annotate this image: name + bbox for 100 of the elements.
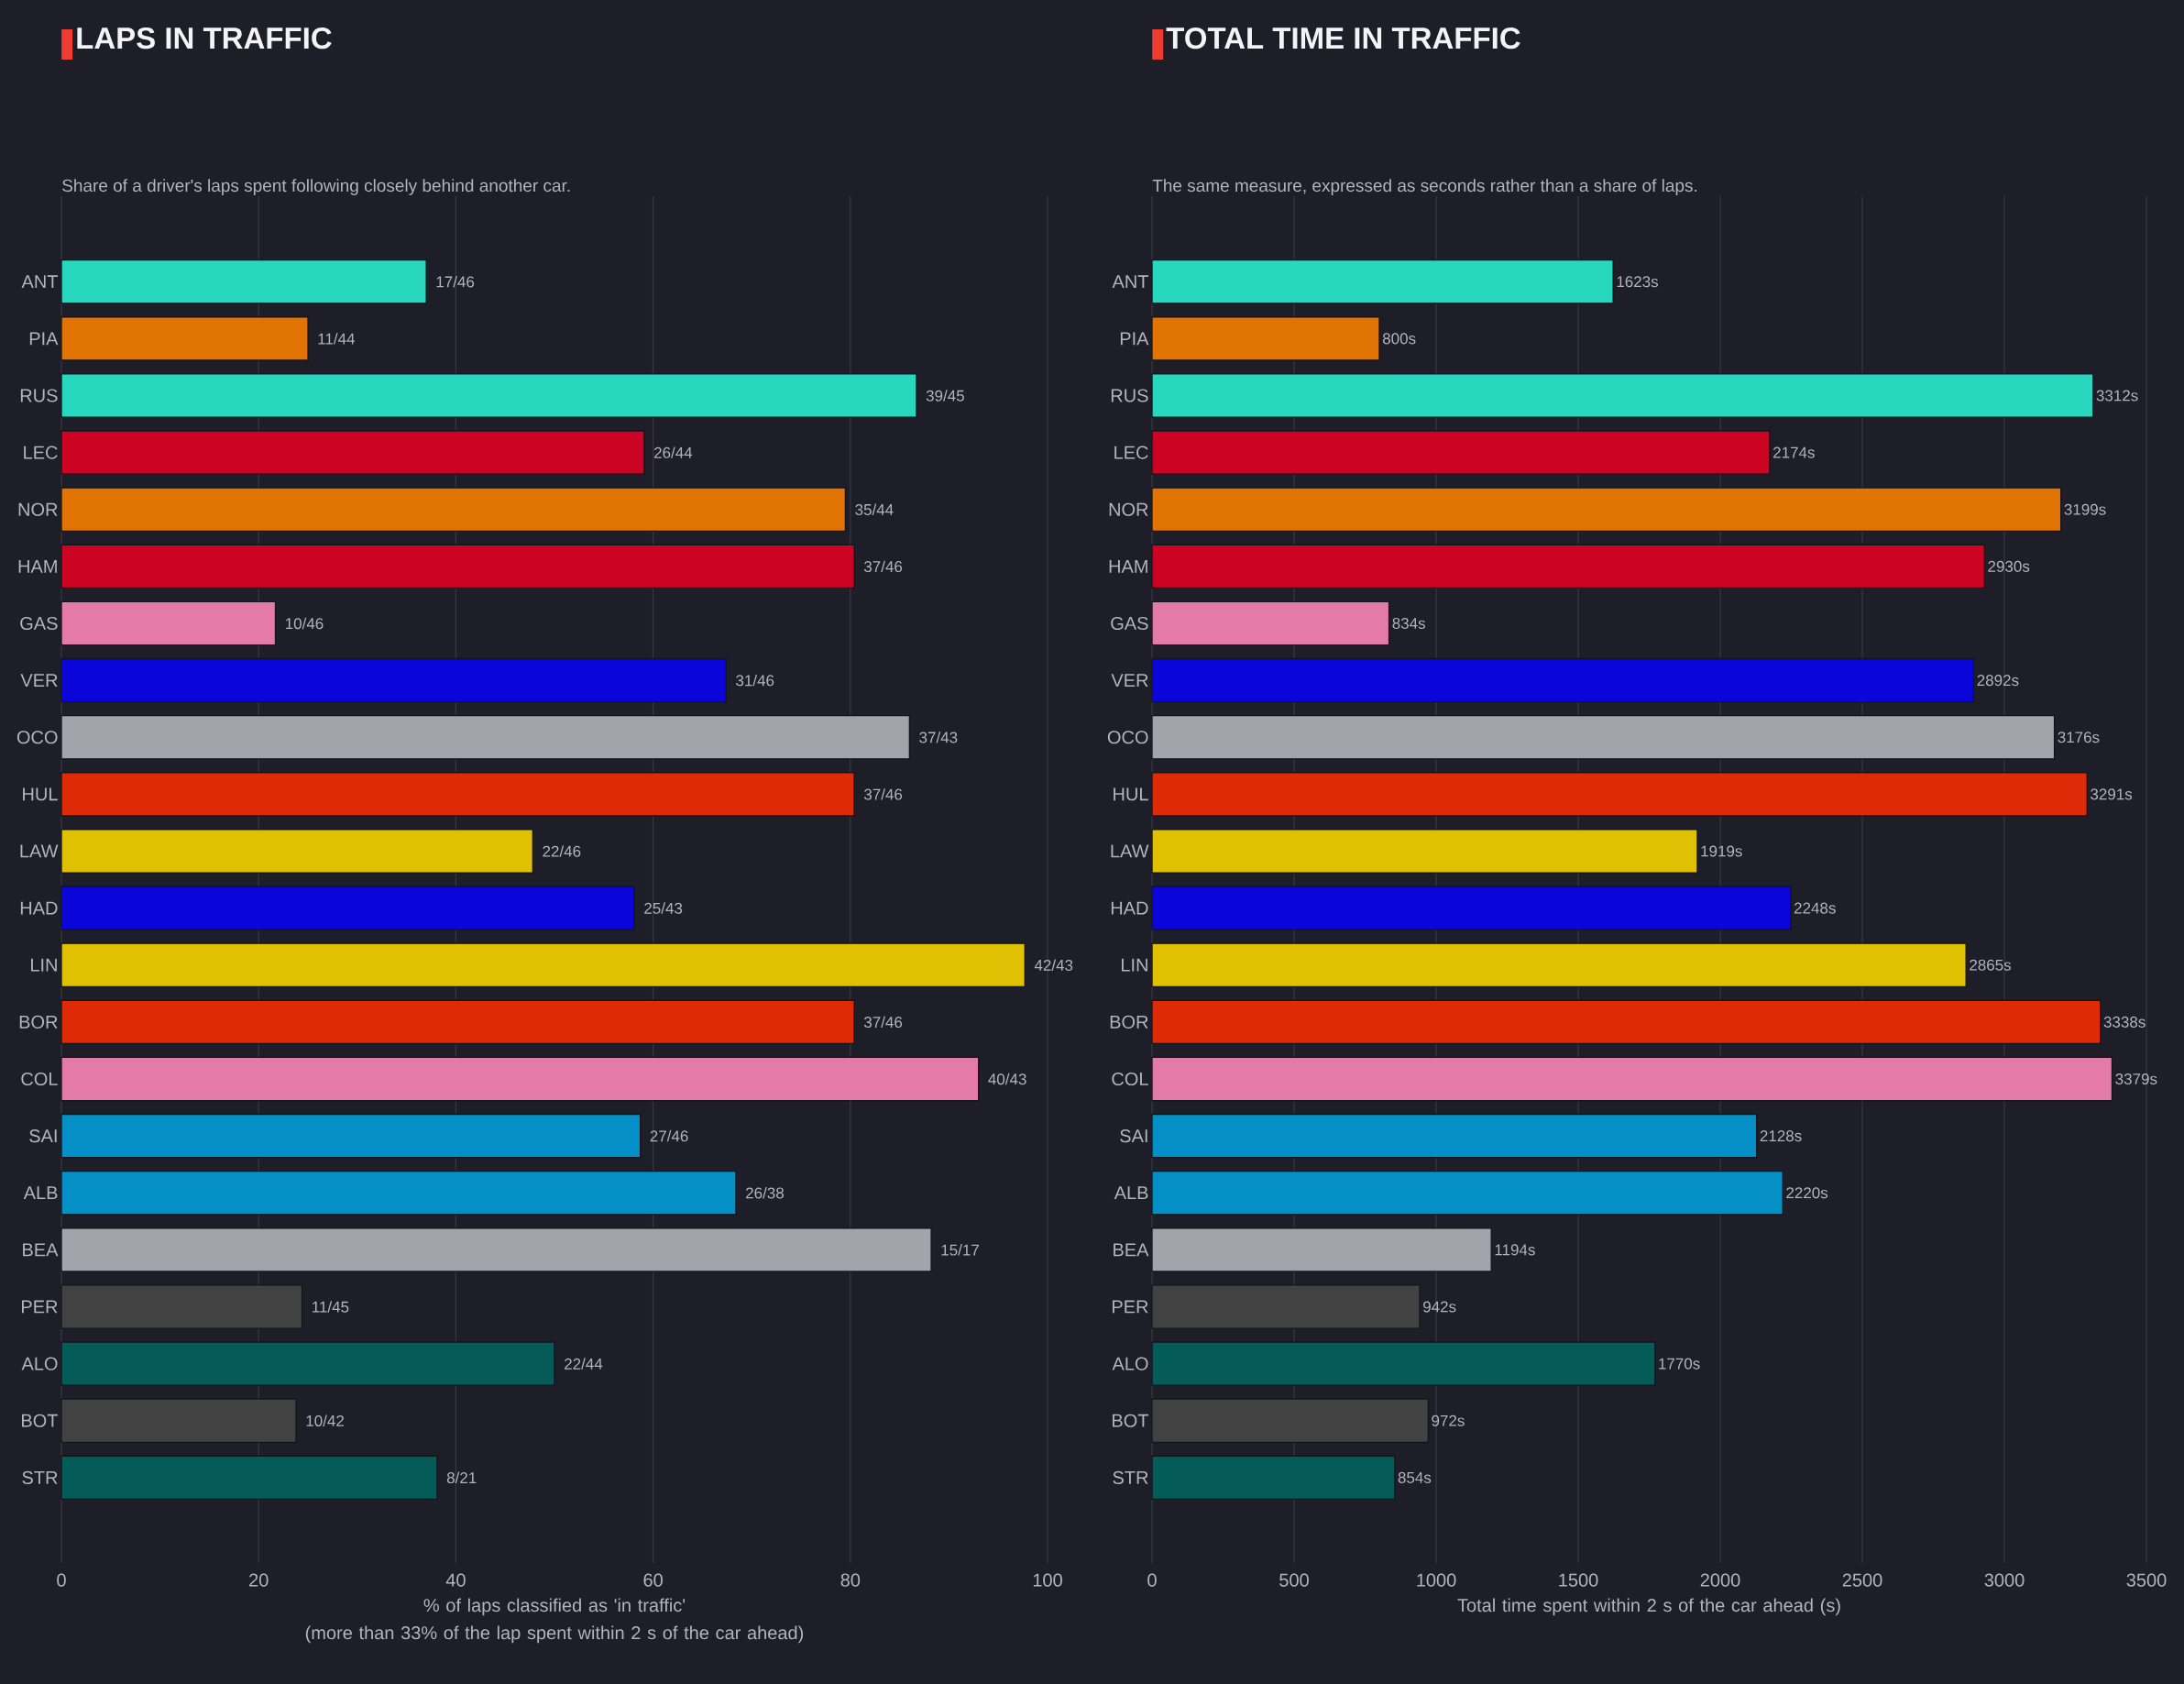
data-label: 800s [1382, 333, 1416, 345]
y-tick-label: LAW [1111, 844, 1149, 858]
data-label: 26/38 [746, 1187, 784, 1199]
data-label: 37/46 [863, 560, 903, 573]
bar [1151, 886, 1792, 930]
bar [60, 772, 855, 817]
bar [1151, 316, 1380, 361]
data-label: 27/46 [650, 1129, 688, 1142]
y-tick-label: SAI [1120, 1129, 1147, 1143]
data-label: 11/45 [313, 1301, 349, 1313]
data-label: 3291s [2091, 788, 2133, 800]
bar [1151, 942, 1967, 987]
y-tick-label: NOR [1109, 502, 1148, 516]
y-tick-label: ALB [23, 1186, 58, 1200]
bar [1151, 772, 2088, 817]
y-tick-label: LEC [24, 446, 58, 459]
bar [60, 316, 309, 361]
y-tick-label: RUS [20, 389, 58, 402]
y-tick-label: COL [1112, 1072, 1148, 1086]
data-label: 1770s [1659, 1358, 1700, 1370]
y-tick-label: HUL [1114, 787, 1148, 801]
data-label: 37/46 [863, 788, 903, 800]
bar [1151, 1455, 1396, 1501]
data-label: 3379s [2115, 1073, 2157, 1085]
bar [1151, 657, 1975, 703]
y-tick-label: ALO [1112, 1357, 1148, 1370]
chart-subtitle: The same measure, expressed as seconds rather than a share of laps. [1152, 179, 1697, 195]
x-tick-label: 0 [1147, 1573, 1157, 1587]
data-label: 2865s [1970, 959, 2012, 971]
y-tick-label: BEA [1114, 1243, 1149, 1257]
y-tick-label: GAS [20, 616, 58, 631]
data-label: 834s [1392, 617, 1425, 630]
y-tick-label: HUL [23, 787, 58, 801]
data-label: 25/43 [644, 902, 683, 914]
bar [60, 1398, 297, 1443]
bar [1151, 1113, 1758, 1159]
data-label: 1623s [1617, 276, 1659, 288]
y-tick-label: BOT [22, 1414, 59, 1427]
data-label: 2930s [1988, 560, 2030, 572]
data-label: 10/42 [306, 1414, 344, 1426]
y-tick-label: COL [21, 1072, 58, 1086]
data-label: 1919s [1701, 845, 1742, 857]
bar [60, 657, 727, 703]
x-tick-label: 100 [1033, 1573, 1062, 1587]
y-tick-label: PIA [1120, 332, 1149, 346]
bar [60, 1284, 303, 1329]
data-label: 10/46 [285, 617, 324, 630]
data-label: 3176s [2058, 732, 2100, 743]
bar [1151, 430, 1771, 475]
y-tick-label: PER [1113, 1300, 1148, 1314]
y-tick-label: HAD [20, 901, 58, 915]
chart-subtitle: Share of a driver's laps spent following closely behind another car. [62, 179, 570, 195]
bar [60, 487, 847, 532]
y-tick-label: PER [22, 1300, 58, 1314]
x-tick-label: 2000 [1700, 1573, 1740, 1587]
data-label: 2128s [1760, 1130, 1802, 1142]
bar [60, 1227, 932, 1272]
bar [1151, 999, 2102, 1045]
bar [1151, 1227, 1492, 1272]
x-axis-title: Total time spent within 2 s of the car ahead (s) [1457, 1598, 1840, 1616]
y-tick-label: OCO [1107, 731, 1148, 744]
bar [60, 1056, 980, 1102]
y-tick-label: BOR [19, 1015, 58, 1029]
y-tick-label: NOR [18, 502, 58, 516]
data-label: 972s [1432, 1414, 1465, 1426]
chart-title: LAPS IN TRAFFIC [77, 27, 332, 50]
bar [60, 942, 1026, 987]
x-tick-label: 500 [1279, 1573, 1309, 1587]
y-tick-label: LEC [1114, 446, 1148, 459]
bar [60, 430, 645, 475]
x-tick-label: 20 [249, 1573, 269, 1587]
x-tick-label: 80 [840, 1573, 861, 1587]
bar [60, 1113, 642, 1159]
bar [1151, 259, 1614, 304]
y-tick-label: VER [1111, 674, 1148, 687]
data-label: 2248s [1794, 902, 1836, 914]
data-label: 17/46 [436, 276, 475, 288]
y-tick-label: HAM [18, 559, 57, 573]
bar [60, 714, 911, 760]
x-tick-label: 3500 [2126, 1573, 2167, 1587]
data-label: 42/43 [1034, 959, 1073, 971]
bar [60, 1455, 438, 1501]
y-tick-label: ALO [21, 1357, 58, 1370]
data-label: 3338s [2103, 1016, 2146, 1028]
bar [60, 544, 855, 589]
data-label: 854s [1398, 1471, 1432, 1483]
data-label: 37/46 [863, 1016, 903, 1029]
y-tick-label: SAI [29, 1129, 57, 1143]
bar [1151, 1398, 1429, 1443]
data-label: 37/43 [919, 732, 958, 743]
chart-title: TOTAL TIME IN TRAFFIC [1166, 27, 1520, 50]
bar [60, 600, 277, 646]
data-label: 31/46 [736, 674, 774, 687]
y-tick-label: STR [1113, 1470, 1148, 1484]
data-label: 2220s [1786, 1187, 1828, 1199]
y-tick-label: BOT [1113, 1414, 1149, 1427]
bar [1151, 487, 2062, 532]
data-label: 39/45 [926, 390, 964, 402]
bar [60, 373, 917, 418]
bar [60, 1170, 737, 1216]
